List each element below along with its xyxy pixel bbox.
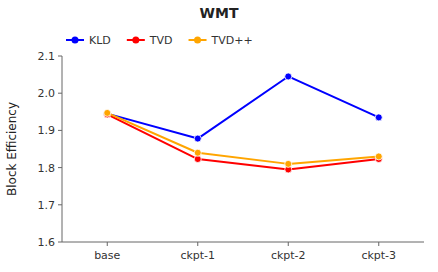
legend-item: TVD++ (189, 34, 253, 47)
tick-mark (58, 93, 62, 94)
line (107, 113, 379, 164)
tick-label: 1.8 (38, 162, 56, 175)
legend-label: TVD (149, 34, 173, 47)
tick-label: ckpt-1 (180, 249, 215, 262)
marker (104, 109, 111, 116)
tick-label: 1.7 (38, 199, 56, 212)
marker (194, 149, 201, 156)
legend-label: TVD++ (211, 34, 253, 47)
title: WMT (200, 5, 239, 21)
marker (375, 114, 382, 121)
legend-item: KLD (66, 34, 111, 47)
tick-mark (58, 56, 62, 57)
marker (104, 110, 111, 117)
tick-mark (288, 242, 289, 246)
marker (194, 135, 201, 142)
chart-svg: WMT 1.6 1.7 1.8 1.9 2.0 2.1 base ckpt-1 ckpt-2 ckp… (0, 0, 438, 272)
axis-line (62, 242, 424, 243)
series (104, 111, 383, 173)
legend-swatch (72, 37, 79, 44)
legend-swatch (194, 37, 201, 44)
chart-container: WMT 1.6 1.7 1.8 1.9 2.0 2.1 base ckpt-1 ckpt-2 ckp… (0, 0, 438, 272)
tick-mark (197, 242, 198, 246)
tick-label: base (94, 249, 120, 262)
marker (375, 153, 382, 160)
series (104, 73, 383, 142)
tick-mark (58, 204, 62, 205)
tick-mark (378, 242, 379, 246)
tick-mark (107, 242, 108, 246)
tick-mark (58, 242, 62, 243)
legend-item: TVD (127, 34, 173, 47)
tick-label: 2.1 (38, 50, 56, 63)
axis-line (62, 56, 63, 242)
marker (285, 73, 292, 80)
tick-label: ckpt-2 (271, 249, 306, 262)
tick-mark (58, 167, 62, 168)
tick-label: ckpt-3 (361, 249, 396, 262)
marker (285, 160, 292, 167)
y-axis: 1.6 1.7 1.8 1.9 2.0 2.1 (38, 50, 63, 249)
series (104, 109, 383, 167)
x-axis: base ckpt-1 ckpt-2 ckpt-3 (94, 242, 396, 262)
tick-label: 1.6 (38, 236, 56, 249)
line (107, 76, 379, 138)
legend: KLD TVD TVD++ (66, 34, 253, 47)
plot-area (104, 73, 383, 173)
tick-mark (58, 130, 62, 131)
line (107, 114, 379, 169)
tick-label: 1.9 (38, 124, 56, 137)
axis-title: Block Efficiency (5, 102, 19, 196)
legend-label: KLD (89, 34, 111, 47)
tick-label: 2.0 (38, 87, 56, 100)
legend-swatch (132, 37, 139, 44)
